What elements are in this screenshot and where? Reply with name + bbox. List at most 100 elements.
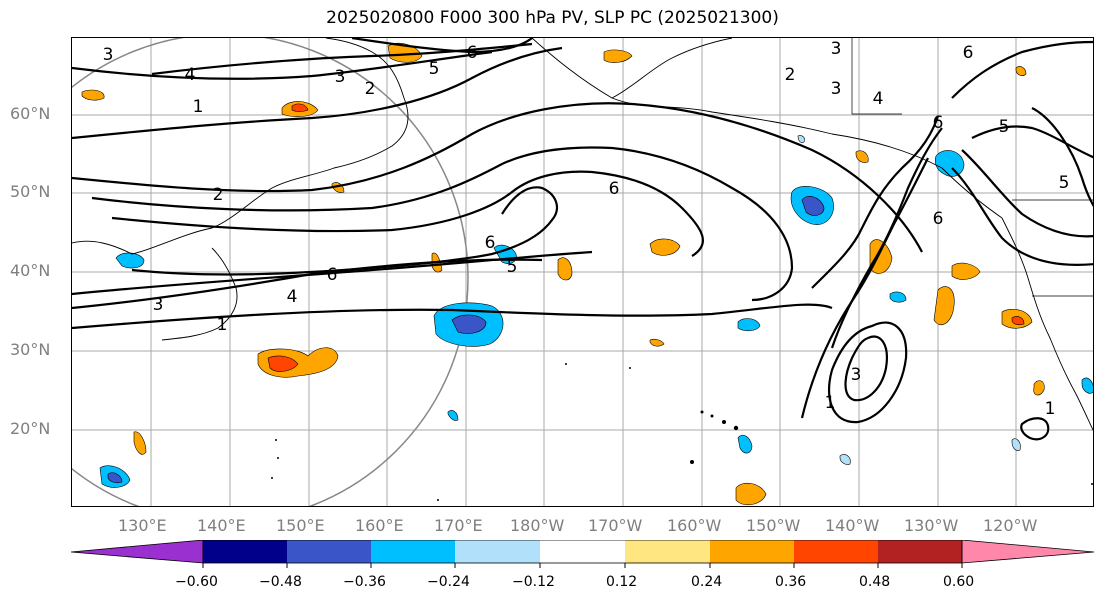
contour-label: 1 (193, 97, 204, 117)
contour-2-north (72, 102, 923, 253)
contour-1-north (72, 46, 563, 140)
map-svg: 3 4 1 5 6 3 2 2 6 6 4 3 1 5 6 3 6 3 2 4 … (72, 38, 1093, 506)
contour-3-southwest (72, 258, 543, 310)
pv-positive-california-coast (933, 286, 955, 326)
contour-label: 6 (963, 43, 974, 63)
contour-trough-outer (800, 157, 929, 419)
coast-alaska-north (611, 38, 733, 99)
pv-positive-small-6 (1033, 380, 1045, 396)
colorbar-tick-label: −0.12 (512, 574, 555, 590)
contour-trough-west (811, 115, 940, 289)
contour-west-coast-high (951, 167, 1093, 266)
pv-negative-gulf-alaska-core (801, 196, 825, 216)
colorbar-tick-label: 0.48 (859, 574, 891, 590)
contour-label: 4 (287, 287, 298, 307)
colorbar-tick-label: −0.24 (427, 574, 470, 590)
pv-positive-dateline (557, 257, 573, 281)
pv-positive-small-5 (1015, 66, 1027, 76)
pv-positive-small-1 (81, 89, 105, 101)
contour-3-north (72, 50, 493, 80)
lat-label-50: 50°N (10, 182, 51, 201)
contour-label: 1 (825, 393, 836, 413)
colorbar-outline (202, 540, 963, 564)
pv-positive-subtropical-core (267, 355, 299, 372)
contour-6-north (351, 38, 533, 54)
contour-label: 1 (217, 315, 228, 335)
contour-west-coast-high-2 (961, 149, 1093, 238)
lon-label-130w: 130°W (904, 516, 959, 535)
pv-positive-southwest (133, 431, 147, 455)
lat-label-40: 40°N (10, 261, 51, 280)
pv-negative-ne-pacific (737, 318, 761, 332)
pv-negative-bc-coast (934, 150, 965, 177)
lon-label-130e: 130°E (118, 516, 167, 535)
lat-label-20: 20°N (10, 419, 51, 438)
contour-label: 3 (831, 39, 842, 59)
contour-california-1 (1020, 417, 1050, 441)
contour-label: 6 (933, 209, 944, 229)
lon-label-140w: 140°W (825, 516, 880, 535)
pv-positive-central-pacific (649, 238, 681, 256)
contour-label: 5 (429, 59, 440, 79)
colorbar-tick-label: 0.24 (691, 574, 723, 590)
pv-negative-japan-sea (115, 252, 145, 269)
lon-label-120w: 120°W (983, 516, 1038, 535)
lat-label-30: 30°N (10, 340, 51, 359)
colorbar-tick-label: −0.60 (175, 574, 218, 590)
pv-anomaly-fills (81, 43, 1093, 506)
pv-negative-small-6 (797, 135, 805, 143)
contour-label: 5 (507, 257, 518, 277)
colorbar-bin (455, 540, 540, 563)
contour-label: 6 (933, 113, 944, 133)
lon-label-170e: 170°E (434, 516, 483, 535)
lon-label-160e: 160°E (355, 516, 404, 535)
contour-labels: 3 4 1 5 6 3 2 2 6 6 4 3 1 5 6 3 6 3 2 4 … (103, 39, 1070, 419)
pv-positive-mexico-core (1011, 316, 1025, 326)
map-panel: 3 4 1 5 6 3 2 2 6 6 4 3 1 5 6 3 6 3 2 4 … (71, 37, 1094, 507)
coastlines (72, 38, 1093, 431)
colorbar-max-extend (961, 540, 1095, 564)
contour-label: 6 (609, 179, 620, 199)
pv-positive-south (735, 482, 767, 506)
contour-label: 4 (185, 65, 196, 85)
contour-label: 5 (999, 117, 1010, 137)
contour-label: 6 (485, 233, 496, 253)
contour-6-midlat (131, 186, 559, 276)
colorbar-tick-label: 0.12 (606, 574, 638, 590)
lon-label-170w: 170°W (588, 516, 643, 535)
contour-label: 2 (365, 79, 376, 99)
colorbar-tick-label: −0.48 (259, 574, 302, 590)
colorbar (70, 540, 1095, 568)
contour-label: 6 (327, 265, 338, 285)
lon-label-150e: 150°E (276, 516, 325, 535)
contour-label: 5 (1059, 173, 1070, 193)
pv-negative-small-4 (1011, 438, 1021, 451)
contour-canada-5 (1031, 107, 1093, 207)
colorbar-tick-label: 0.36 (775, 574, 807, 590)
slp-contours (72, 38, 1093, 441)
contour-4-jet (91, 146, 794, 302)
contour-label: 6 (467, 43, 478, 63)
contour-5-jet (111, 170, 704, 257)
islands (271, 363, 1093, 501)
contour-hawaii-low-1 (828, 321, 908, 424)
pv-negative-southwest-core (107, 472, 123, 484)
pv-positive-california-coast-2 (951, 262, 981, 280)
pv-negative-west-pacific-core (451, 314, 487, 334)
pv-positive-small-4 (649, 338, 665, 347)
contour-4-southwest (72, 250, 593, 296)
colorbar-bin (203, 540, 287, 563)
contour-4-north (151, 42, 533, 76)
contour-label: 3 (831, 79, 842, 99)
colorbar-bin (371, 540, 455, 563)
pv-negative-hawaii (737, 434, 753, 454)
pv-positive-gulf (869, 239, 893, 274)
contour-label: 2 (213, 185, 224, 205)
colorbar-tick-label: −0.36 (343, 574, 386, 590)
lon-label-140e: 140°E (197, 516, 246, 535)
pv-positive-small-3 (855, 150, 869, 163)
map-title: 2025020800 F000 300 hPa PV, SLP PC (2025… (326, 8, 779, 28)
colorbar-bin (710, 540, 794, 563)
coast-north-america (1001, 217, 1093, 431)
contour-label: 3 (851, 365, 862, 385)
